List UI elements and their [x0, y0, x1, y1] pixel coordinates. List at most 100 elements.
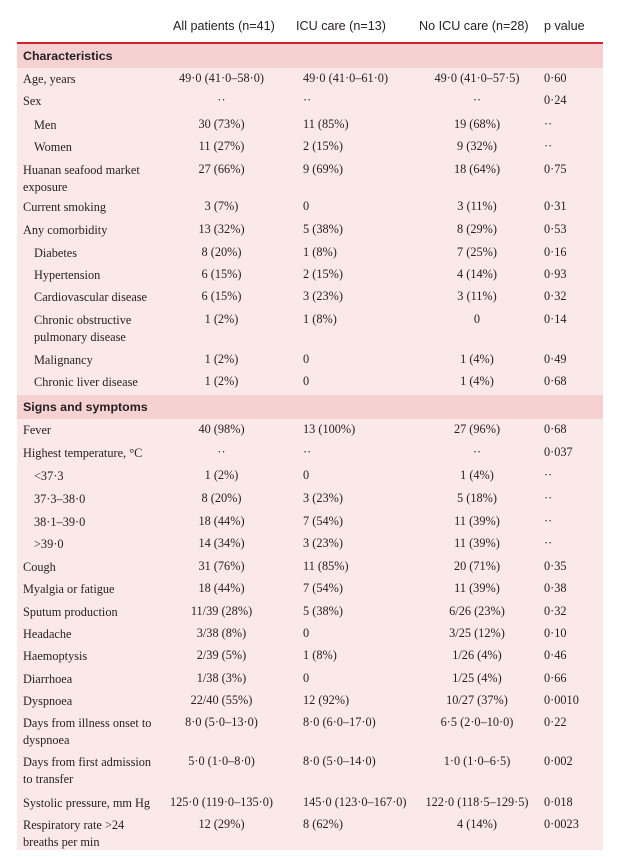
cell-all-patients: 6 (15%)	[201, 267, 242, 281]
cell-p-value: 0·75	[544, 162, 567, 176]
column-header-icu-care: ICU care (n=13)	[296, 19, 386, 33]
cell-no-icu-care: 9 (32%)	[457, 139, 497, 153]
cell-icu-care: 145·0 (123·0–167·0)	[303, 795, 407, 809]
cell-no-icu-care: 1/25 (4%)	[452, 671, 502, 685]
cell-p-value: ··	[544, 117, 553, 131]
table-row: Cough 31 (76%) 11 (85%) 20 (71%) 0·35	[17, 556, 603, 578]
cell-p-value: 0·49	[544, 352, 567, 366]
column-header-no-icu-care: No ICU care (n=28)	[419, 19, 529, 33]
cell-icu-care: 11 (85%)	[303, 117, 349, 131]
cell-all-patients: 40 (98%)	[198, 422, 245, 436]
cell-no-icu-care: 1/26 (4%)	[452, 648, 502, 662]
cell-p-value: 0·018	[544, 795, 573, 809]
cell-all-patients: 8 (20%)	[201, 245, 242, 259]
cell-all-patients: 1 (2%)	[204, 468, 239, 482]
row-label: Malignancy	[34, 353, 93, 367]
table-row: Women 11 (27%) 2 (15%) 9 (32%) ··	[17, 136, 603, 159]
cell-all-patients: 2/39 (5%)	[196, 648, 247, 662]
table-row: Haemoptysis 2/39 (5%) 1 (8%) 1/26 (4%) 0·46	[17, 645, 603, 668]
cell-icu-care: 0	[303, 199, 310, 213]
cell-p-value: 0·22	[544, 715, 567, 729]
table-row: Men 30 (73%) 11 (85%) 19 (68%) ··	[17, 114, 603, 136]
row-label: Days from illness onset to dyspnoea	[23, 716, 152, 747]
section-header: Signs and symptoms	[17, 395, 603, 419]
row-label: Cough	[23, 560, 56, 574]
table-row: 38·1–39·0 18 (44%) 7 (54%) 11 (39%) ··	[17, 511, 603, 533]
cell-p-value: 0·037	[544, 445, 573, 459]
table-row: Hypertension 6 (15%) 2 (15%) 4 (14%) 0·93	[17, 264, 603, 286]
patient-characteristics-table: All patients (n=41) ICU care (n=13) No I…	[17, 9, 603, 850]
cell-all-patients: 13 (32%)	[198, 222, 245, 236]
cell-all-patients: 8 (20%)	[201, 491, 242, 505]
row-label: Systolic pressure, mm Hg	[23, 796, 151, 810]
cell-icu-care: 9 (69%)	[303, 162, 343, 176]
table-header: All patients (n=41) ICU care (n=13) No I…	[17, 9, 603, 42]
cell-icu-care: ··	[303, 445, 312, 459]
row-label: >39·0	[34, 537, 64, 551]
cell-all-patients: 8·0 (5·0–13·0)	[185, 715, 258, 729]
row-label: Age, years	[23, 72, 76, 86]
cell-p-value: 0·14	[544, 312, 567, 326]
cell-all-patients: 3/38 (8%)	[196, 626, 247, 640]
table-row: Diarrhoea 1/38 (3%) 0 1/25 (4%) 0·66	[17, 668, 603, 690]
cell-icu-care: 0	[303, 671, 310, 685]
cell-no-icu-care: 5 (18%)	[457, 491, 497, 505]
cell-p-value: ··	[544, 491, 553, 505]
cell-icu-care: 2 (15%)	[303, 267, 343, 281]
cell-no-icu-care: 1 (4%)	[460, 374, 494, 388]
cell-all-patients: 6 (15%)	[201, 289, 242, 303]
row-label: Headache	[23, 627, 72, 641]
cell-icu-care: 0	[303, 468, 310, 482]
cell-icu-care: ··	[303, 93, 312, 107]
header-rule	[17, 42, 603, 44]
table-body: Characteristics Age, years 49·0 (41·0–58·0…	[17, 44, 603, 850]
cell-p-value: 0·68	[544, 422, 567, 436]
cell-no-icu-care: 11 (39%)	[454, 514, 500, 528]
row-label: Sputum production	[23, 605, 118, 619]
table-row: Cardiovascular disease 6 (15%) 3 (23%) 3 (1…	[17, 286, 603, 309]
cell-all-patients: 11 (27%)	[198, 139, 245, 153]
cell-icu-care: 0	[303, 374, 310, 388]
cell-p-value: 0·53	[544, 222, 567, 236]
table-row: Malignancy 1 (2%) 0 1 (4%) 0·49	[17, 349, 603, 371]
cell-all-patients: ··	[217, 445, 226, 459]
cell-no-icu-care: 11 (39%)	[454, 581, 500, 595]
row-label: Hypertension	[34, 268, 101, 282]
table-row: Sex ·· ·· ·· 0·24	[17, 90, 603, 114]
row-label: Fever	[23, 423, 51, 437]
column-header-all-patients: All patients (n=41)	[173, 19, 275, 33]
cell-p-value: 0·35	[544, 559, 567, 573]
cell-p-value: 0·32	[544, 289, 567, 303]
cell-icu-care: 8 (62%)	[303, 817, 343, 831]
table-row: Systolic pressure, mm Hg 125·0 (119·0–135…	[17, 792, 603, 814]
table-row: >39·0 14 (34%) 3 (23%) 11 (39%) ··	[17, 533, 603, 556]
cell-icu-care: 8·0 (5·0–14·0)	[303, 754, 376, 768]
cell-icu-care: 0	[303, 352, 310, 366]
table-row: Huanan seafood market exposure 27 (66%) 9 …	[17, 159, 603, 196]
row-label: Days from first admission to transfer	[23, 755, 152, 786]
cell-all-patients: 1/38 (3%)	[196, 671, 247, 685]
cell-all-patients: 3 (7%)	[204, 199, 239, 213]
cell-all-patients: 49·0 (41·0–58·0)	[178, 71, 265, 85]
section-header: Characteristics	[17, 44, 603, 68]
row-label: Current smoking	[23, 200, 106, 214]
cell-no-icu-care: 1 (4%)	[460, 352, 494, 366]
cell-p-value: 0·60	[544, 71, 567, 85]
cell-p-value: 0·0023	[544, 817, 579, 831]
cell-icu-care: 1 (8%)	[303, 648, 337, 662]
row-label: Dyspnoea	[23, 694, 73, 708]
cell-no-icu-care: 1·0 (1·0–6·5)	[443, 754, 511, 768]
cell-icu-care: 12 (92%)	[303, 693, 350, 707]
cell-p-value: ··	[544, 536, 553, 550]
cell-no-icu-care: 7 (25%)	[457, 245, 497, 259]
table-row: Chronic liver disease 1 (2%) 0 1 (4%) 0·68	[17, 371, 603, 395]
cell-no-icu-care: 10/27 (37%)	[446, 693, 508, 707]
cell-all-patients: 125·0 (119·0–135·0)	[169, 795, 274, 809]
row-label: Any comorbidity	[23, 223, 108, 237]
cell-all-patients: 1 (2%)	[204, 352, 239, 366]
table-row: Diabetes 8 (20%) 1 (8%) 7 (25%) 0·16	[17, 242, 603, 264]
row-label: Men	[34, 118, 57, 132]
cell-icu-care: 0	[303, 626, 310, 640]
cell-p-value: 0·24	[544, 93, 567, 107]
cell-all-patients: 11/39 (28%)	[190, 604, 253, 618]
